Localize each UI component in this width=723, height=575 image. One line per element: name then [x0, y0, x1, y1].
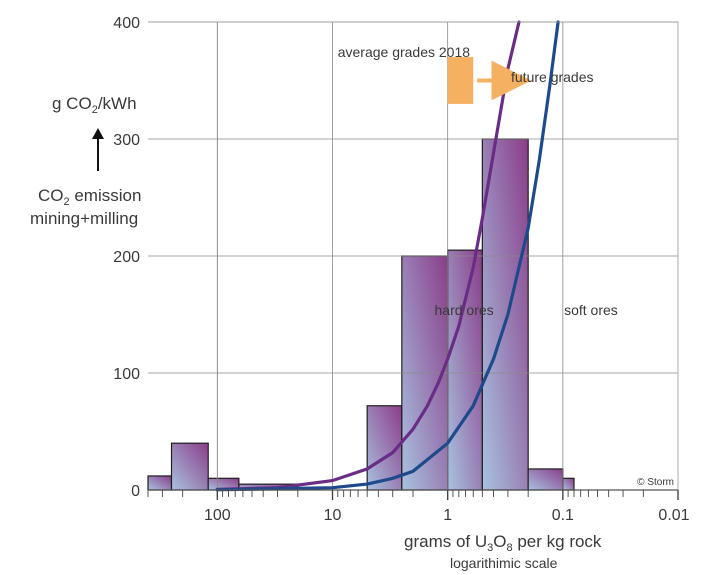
histogram-bar-7: [481, 138, 529, 491]
x-tick-label-10: 10: [324, 507, 342, 524]
x-tick-label-0.01: 0.01: [658, 507, 689, 524]
annotation-future-grades: future grades: [511, 69, 594, 85]
annotation-hard-ores: hard ores: [435, 302, 494, 318]
histogram-bars: [147, 138, 575, 491]
x-axis-subtitle: logarithimic scale: [450, 555, 558, 571]
y-up-arrow: [92, 128, 104, 171]
annotation-soft-ores: soft ores: [564, 302, 618, 318]
annotation-copyright: © Storm: [637, 477, 674, 488]
curve-soft-ores: [215, 20, 560, 492]
y-unit-label: g CO2/kWh: [52, 94, 137, 116]
histogram-bar-0: [147, 475, 173, 491]
y-tick-label-200: 200: [113, 249, 140, 266]
average-grades-box: [447, 57, 474, 104]
x-axis-title: grams of U3O8 per kg rock: [404, 532, 602, 554]
x-tick-label-0.1: 0.1: [552, 507, 574, 524]
y-tick-label-100: 100: [113, 366, 140, 383]
histogram-bar-9: [562, 477, 575, 491]
curves: [215, 20, 560, 492]
x-tick-label-100: 100: [204, 507, 231, 524]
curve-hard-ores: [215, 20, 521, 491]
x-tick-label-1: 1: [443, 507, 452, 524]
y-desc-line1: CO2 emission: [38, 186, 142, 208]
histogram-bar-6: [447, 249, 483, 491]
y-tick-label-300: 300: [113, 132, 140, 149]
y-tick-label-0: 0: [131, 483, 140, 500]
histogram-bar-8: [527, 468, 564, 491]
y-desc-line2: mining+milling: [30, 209, 139, 228]
annotation-average-grades: average grades 2018: [338, 44, 471, 60]
ticks: [147, 490, 679, 500]
y-tick-label-400: 400: [113, 15, 140, 32]
histogram-bar-1: [170, 442, 209, 491]
labels: 0 100 200 300 400 100 10 1 0.1 0.01 average grades…: [113, 15, 689, 524]
